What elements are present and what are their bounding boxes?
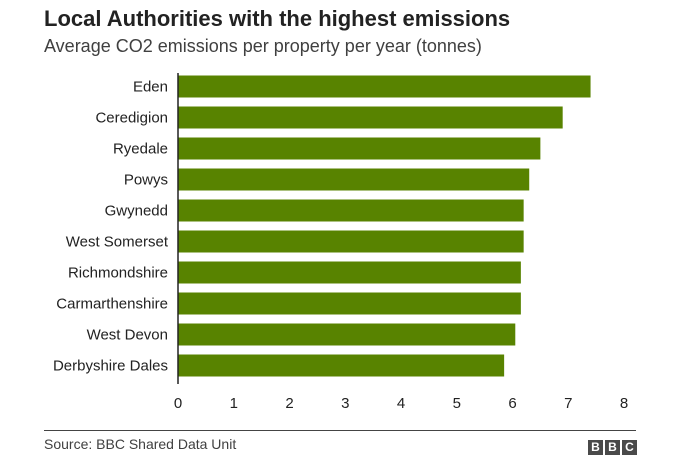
category-label: Derbyshire Dales — [53, 358, 168, 375]
bar — [178, 168, 530, 191]
source-note: Source: BBC Shared Data Unit — [44, 436, 237, 452]
x-tick-label: 2 — [285, 395, 293, 412]
category-label: West Somerset — [66, 234, 169, 251]
bar — [178, 261, 521, 284]
x-tick-label: 7 — [564, 395, 572, 412]
bar — [178, 323, 516, 346]
chart-subtitle: Average CO2 emissions per property per y… — [44, 36, 482, 56]
x-tick-label: 0 — [174, 395, 182, 412]
x-tick-label: 5 — [453, 395, 461, 412]
bar — [178, 199, 524, 222]
bar — [178, 292, 521, 315]
bbc-logo: B B C — [588, 440, 637, 455]
category-label: Ceredigion — [95, 110, 168, 127]
bar — [178, 106, 563, 129]
category-label: Eden — [133, 79, 168, 96]
category-label: West Devon — [87, 327, 168, 344]
bbc-logo-block: B — [588, 440, 603, 455]
bbc-logo-block: B — [605, 440, 620, 455]
category-label: Carmarthenshire — [56, 296, 168, 313]
footer-divider — [44, 430, 636, 431]
category-label: Richmondshire — [68, 265, 168, 282]
x-tick-label: 8 — [620, 395, 628, 412]
x-tick-label: 4 — [397, 395, 405, 412]
bar — [178, 137, 541, 160]
bbc-logo-block: C — [622, 440, 637, 455]
category-label: Powys — [124, 172, 168, 189]
bar — [178, 230, 524, 253]
category-label: Gwynedd — [105, 203, 168, 220]
x-tick-label: 6 — [508, 395, 516, 412]
x-tick-label: 3 — [341, 395, 349, 412]
bar — [178, 75, 591, 98]
x-tick-label: 1 — [230, 395, 238, 412]
category-label: Ryedale — [113, 141, 168, 158]
chart-title: Local Authorities with the highest emiss… — [44, 6, 511, 31]
bar — [178, 354, 505, 377]
